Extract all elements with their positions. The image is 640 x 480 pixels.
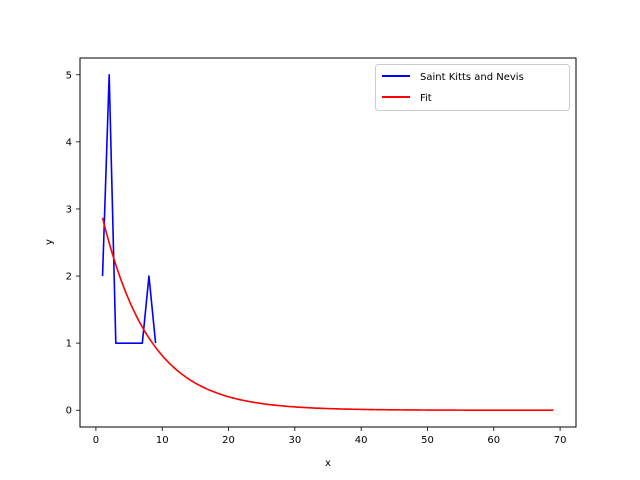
series-line-2	[101, 217, 554, 412]
y-tick-label: 5	[66, 70, 72, 81]
y-axis-label: y	[44, 239, 55, 245]
axes-frame	[79, 57, 577, 428]
axes: 0 10 20 30 40 50 60 70 0 1 2 3 4 5	[66, 57, 577, 446]
y-tick-label: 1	[66, 339, 72, 350]
plot-area	[101, 73, 554, 412]
x-tick-label: 30	[288, 435, 301, 446]
x-tick-label: 0	[93, 435, 99, 446]
x-tick-label: 10	[156, 435, 169, 446]
x-axis-label: x	[325, 458, 331, 469]
x-tick-label: 50	[421, 435, 434, 446]
x-tick-label: 70	[554, 435, 567, 446]
y-tick-label: 0	[66, 406, 72, 417]
legend-label-series-1: Saint Kitts and Nevis	[420, 72, 524, 83]
legend-box	[375, 64, 570, 111]
x-tick-label: 40	[355, 435, 368, 446]
y-tick-label: 3	[66, 204, 72, 215]
y-tick-label: 4	[66, 137, 72, 148]
legend: Saint Kitts and Nevis Fit	[375, 64, 570, 111]
legend-label-series-2: Fit	[420, 93, 432, 104]
x-tick-label: 60	[487, 435, 500, 446]
y-tick-label: 2	[66, 272, 72, 283]
x-tick-label: 20	[222, 435, 235, 446]
series-line-1	[101, 73, 157, 344]
